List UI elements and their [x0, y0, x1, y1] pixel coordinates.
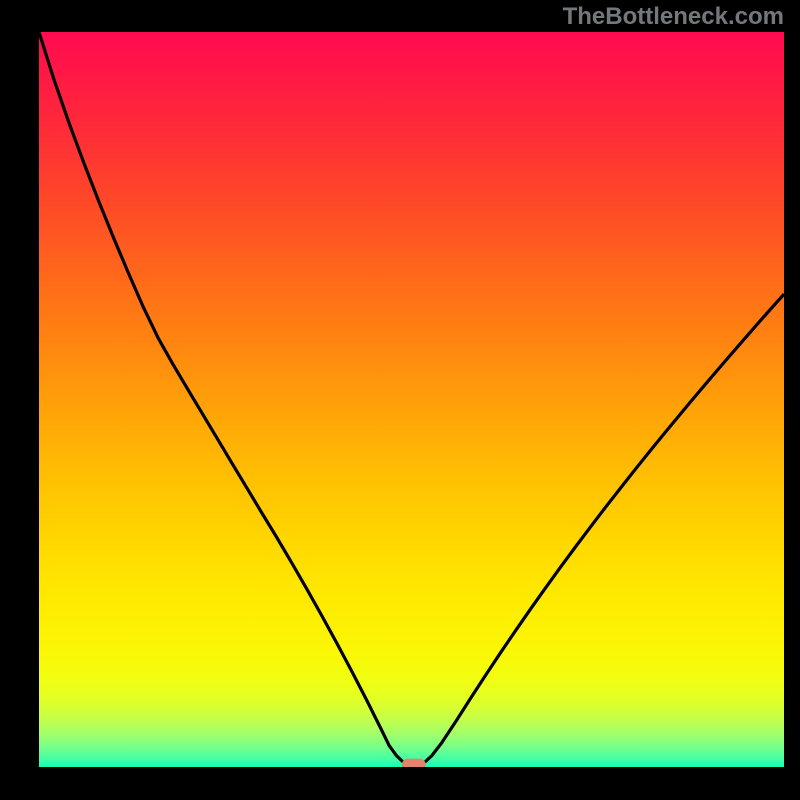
chart-frame: TheBottleneck.com [0, 0, 800, 800]
chart-background [39, 32, 784, 767]
chart-svg [39, 32, 784, 767]
watermark-text: TheBottleneck.com [563, 3, 784, 31]
plot-area [39, 32, 784, 767]
optimal-point-marker [402, 759, 426, 767]
